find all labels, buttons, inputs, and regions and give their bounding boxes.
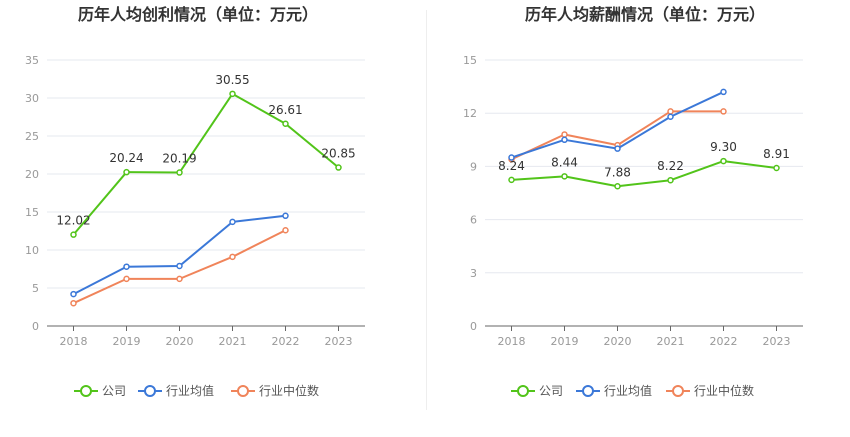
data-point-industry_median[interactable]	[123, 275, 130, 283]
x-tick-label: 2020	[604, 335, 632, 348]
y-tick-label: 3	[470, 267, 477, 280]
data-point-company[interactable]	[720, 157, 727, 165]
y-tick-label: 9	[470, 160, 477, 173]
data-point-industry_median[interactable]	[720, 108, 727, 115]
profit-per-capita-chart: 历年人均创利情况（单位：万元） 0 5 10 15 20 25 30 35 2018 2019 20…	[25, 5, 365, 398]
y-tick-label: 30	[25, 92, 39, 105]
y-tick-label: 6	[470, 214, 477, 227]
data-point-industry_avg[interactable]	[229, 218, 236, 226]
y-tick-label: 20	[25, 168, 39, 181]
y-tick-label: 25	[25, 130, 39, 143]
data-point-company[interactable]	[667, 176, 674, 184]
data-label: 7.88	[604, 165, 631, 179]
legend-item-industry_avg[interactable]: 行业均值	[138, 383, 214, 398]
data-point-company[interactable]	[614, 183, 621, 190]
y-tick-label: 10	[25, 244, 39, 257]
data-point-industry_avg[interactable]	[508, 154, 515, 161]
series-line-industry_avg	[73, 214, 286, 295]
series-line-company	[72, 92, 340, 236]
legend-label: 行业均值	[604, 383, 652, 398]
data-label: 8.44	[551, 155, 578, 169]
data-point-industry_avg[interactable]	[561, 136, 568, 144]
data-label: 8.22	[657, 159, 684, 173]
data-label: 30.55	[215, 73, 249, 87]
data-label: 8.91	[763, 147, 790, 161]
chart-title: 历年人均薪酬情况（单位：万元）	[525, 5, 765, 24]
x-tick-label: 2021	[219, 335, 247, 348]
legend-item-company[interactable]: 公司	[511, 384, 563, 398]
legend-item-industry_avg[interactable]: 行业均值	[576, 383, 652, 398]
data-label: 9.30	[710, 140, 737, 154]
data-point-industry_avg[interactable]	[720, 88, 727, 96]
data-point-company[interactable]	[229, 90, 236, 98]
data-point-industry_avg[interactable]	[176, 262, 183, 270]
data-point-industry_median[interactable]	[70, 299, 77, 307]
legend-label: 行业中位数	[259, 383, 319, 398]
data-point-industry_median[interactable]	[561, 131, 568, 138]
y-tick-label: 15	[463, 54, 477, 67]
series-line-industry_median	[511, 110, 724, 161]
legend-marker-icon	[80, 385, 92, 397]
profit-per-capita-chart-panel: 历年人均创利情况（单位：万元） 0 5 10 15 20 25 30 35 2018 2019 20…	[25, 5, 365, 398]
series-line-company	[511, 160, 777, 188]
salary-per-capita-chart: 历年人均薪酬情况（单位：万元） 0 3 6 9 12 15 2018 2019 2020 2021…	[463, 5, 803, 398]
data-point-company[interactable]	[123, 168, 130, 176]
data-label: 8.24	[498, 159, 525, 173]
data-point-company[interactable]	[773, 164, 780, 172]
legend-label: 行业中位数	[694, 383, 754, 398]
data-point-company[interactable]	[335, 164, 342, 171]
data-label: 20.85	[321, 147, 355, 161]
legend-marker-icon	[672, 385, 684, 397]
data-point-industry_median[interactable]	[176, 275, 183, 283]
x-tick-label: 2023	[763, 335, 791, 348]
y-tick-label: 5	[32, 282, 39, 295]
y-tick-label: 35	[25, 54, 39, 67]
legend-item-company[interactable]: 公司	[74, 384, 126, 398]
legend-item-industry_median[interactable]: 行业中位数	[231, 383, 319, 398]
data-point-company[interactable]	[70, 231, 77, 238]
x-tick-label: 2022	[272, 335, 300, 348]
x-tick-label: 2020	[166, 335, 194, 348]
data-label: 20.24	[109, 151, 143, 165]
x-tick-label: 2023	[325, 335, 353, 348]
x-tick-label: 2021	[657, 335, 685, 348]
chart-title: 历年人均创利情况（单位：万元）	[78, 5, 318, 24]
legend-label: 行业均值	[166, 383, 214, 398]
x-tick-label: 2019	[551, 335, 579, 348]
data-label: 26.61	[268, 103, 302, 117]
data-point-industry_avg[interactable]	[123, 263, 130, 270]
data-label: 20.19	[162, 152, 196, 166]
data-point-industry_avg[interactable]	[667, 113, 674, 120]
x-tick-label: 2019	[113, 335, 141, 348]
legend-marker-icon	[144, 385, 156, 397]
y-tick-label: 12	[463, 107, 477, 120]
salary-per-capita-chart-panel: 历年人均薪酬情况（单位：万元） 0 3 6 9 12 15 2018 2019 2020 2021…	[430, 0, 850, 437]
panel-divider	[426, 10, 427, 410]
data-point-industry_median[interactable]	[229, 253, 236, 261]
x-tick-label: 2018	[498, 335, 526, 348]
legend-marker-icon	[517, 385, 529, 397]
y-tick-label: 0	[470, 320, 477, 333]
data-point-industry_median[interactable]	[282, 226, 289, 234]
x-tick-label: 2018	[60, 335, 88, 348]
data-point-company[interactable]	[176, 169, 183, 176]
legend-item-industry_median[interactable]: 行业中位数	[666, 383, 754, 398]
x-tick-label: 2022	[710, 335, 738, 348]
data-point-industry_avg[interactable]	[70, 290, 77, 298]
y-tick-label: 0	[32, 320, 39, 333]
data-point-company[interactable]	[561, 173, 568, 180]
legend-marker-icon	[237, 385, 249, 397]
data-point-company[interactable]	[282, 120, 289, 128]
data-label: 12.02	[56, 214, 90, 228]
data-point-industry_median[interactable]	[667, 108, 674, 115]
data-point-industry_avg[interactable]	[614, 145, 621, 152]
legend-marker-icon	[582, 385, 594, 397]
data-point-company[interactable]	[508, 176, 515, 184]
legend-label: 公司	[102, 384, 126, 398]
legend-label: 公司	[539, 384, 563, 398]
y-tick-label: 15	[25, 206, 39, 219]
data-point-industry_avg[interactable]	[282, 212, 289, 220]
